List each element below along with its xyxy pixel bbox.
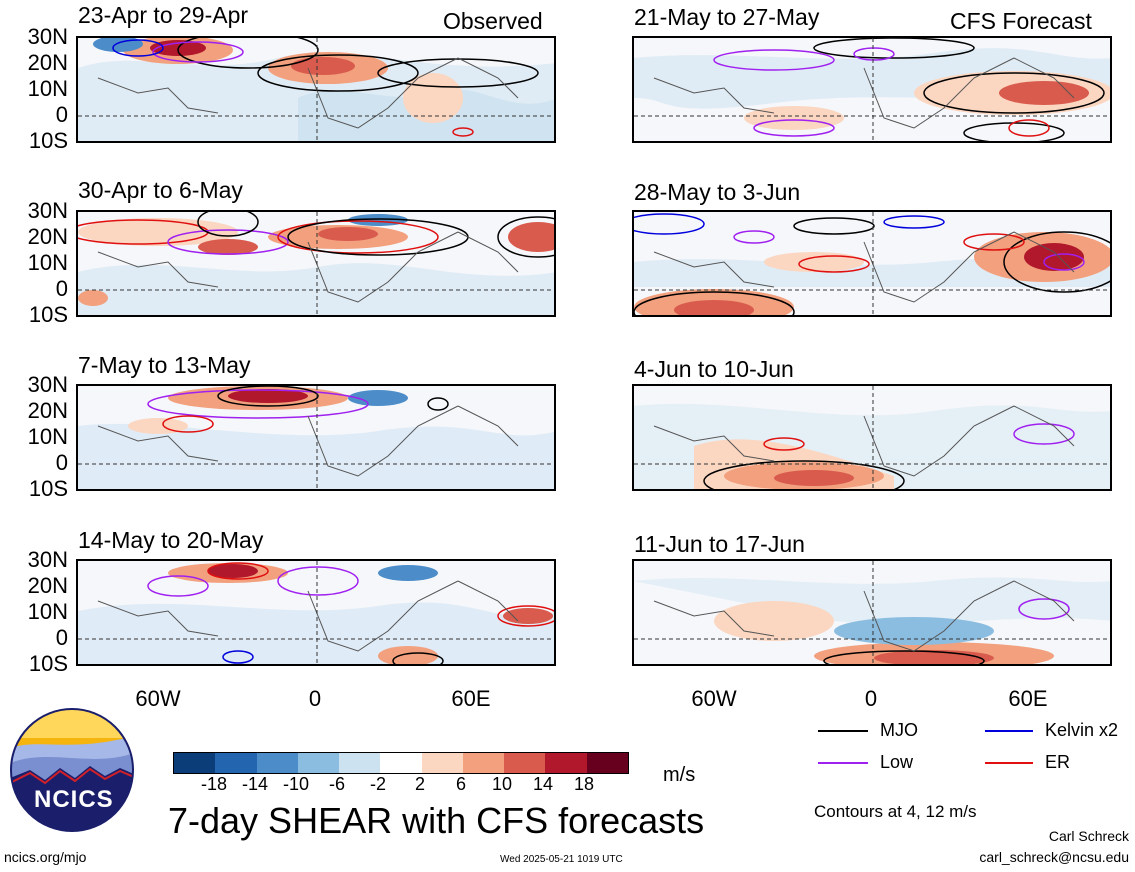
colorbar-label: -10 — [282, 774, 309, 794]
footer-url: ncics.org/mjo — [4, 849, 87, 865]
colorbar-swatch — [421, 753, 463, 773]
map-panel-fc2 — [632, 210, 1112, 317]
legend-line-kelvin — [985, 730, 1033, 732]
footer-email: carl_schreck@ncsu.edu — [979, 849, 1129, 865]
colorbar-swatch — [586, 753, 628, 773]
map-panel-fc4 — [632, 559, 1112, 666]
colorbar-label: -2 — [369, 774, 386, 794]
y-label: 30N — [27, 372, 68, 397]
panel-title-obs2: 30-Apr to 6-May — [78, 177, 243, 203]
x-label: 60E — [451, 686, 491, 711]
panel-title-fc1: 21-May to 27-May — [634, 4, 820, 30]
map-panel-obs2 — [76, 210, 556, 317]
x-label: 60W — [691, 686, 737, 711]
y-label: 0 — [55, 625, 68, 650]
x-label: 0 — [308, 686, 322, 711]
contour-note: Contours at 4, 12 m/s — [814, 802, 977, 821]
y-label: 10N — [27, 250, 68, 275]
y-label: 20N — [27, 224, 68, 249]
colorbar-label: 10 — [491, 774, 513, 794]
colorbar-swatch — [545, 753, 587, 773]
colorbar-swatch — [339, 753, 381, 773]
y-label: 10S — [28, 651, 68, 676]
colorbar-unit: m/s — [663, 764, 696, 786]
main-title: 7-day SHEAR with CFS forecasts — [168, 800, 705, 841]
legend-label-low: Low — [880, 752, 914, 772]
logo-text: NCICS — [34, 786, 114, 813]
colorbar-label: 6 — [455, 774, 466, 794]
colorbar-swatch — [297, 753, 340, 773]
y-label: 10S — [28, 476, 68, 501]
panel-title-obs3: 7-May to 13-May — [78, 352, 251, 378]
map-panel-fc1 — [632, 36, 1112, 143]
map-panel-obs1 — [76, 36, 556, 143]
colorbar — [173, 752, 629, 774]
y-label: 20N — [27, 398, 68, 423]
legend-label-mjo: MJO — [880, 720, 918, 740]
colorbar-swatch — [380, 753, 422, 773]
colorbar-label: 18 — [573, 774, 595, 794]
y-label: 0 — [55, 450, 68, 475]
y-label: 0 — [55, 102, 68, 127]
colorbar-swatch — [462, 753, 505, 773]
x-label: 0 — [864, 686, 878, 711]
map-panel-fc3 — [632, 384, 1112, 491]
map-panel-obs3 — [76, 384, 556, 491]
panel-title-fc2: 28-May to 3-Jun — [634, 179, 801, 205]
map-panel-obs4 — [76, 559, 556, 666]
y-label: 10S — [28, 302, 68, 327]
y-label: 10S — [28, 128, 68, 153]
y-label: 20N — [27, 573, 68, 598]
y-label: 30N — [27, 198, 68, 223]
y-label: 10N — [27, 424, 68, 449]
y-label: 20N — [27, 50, 68, 75]
colorbar-swatch — [504, 753, 546, 773]
footer-author: Carl Schreck — [1048, 828, 1129, 844]
colorbar-label: -6 — [328, 774, 345, 794]
legend-line-er — [985, 762, 1033, 764]
y-label: 30N — [27, 24, 68, 49]
panel-title-fc4: 11-Jun to 17-Jun — [634, 531, 805, 557]
colorbar-swatch — [174, 753, 216, 773]
legend-line-mjo — [818, 730, 868, 732]
legend-label-er: ER — [1045, 752, 1071, 772]
colorbar-swatch — [256, 753, 298, 773]
colorbar-swatch — [215, 753, 257, 773]
x-label: 60E — [1008, 686, 1048, 711]
forecast-tag: CFS Forecast — [950, 8, 1092, 34]
ncics-logo — [10, 708, 134, 832]
colorbar-label: 14 — [532, 774, 554, 794]
footer-timestamp: Wed 2025-05-21 1019 UTC — [500, 854, 623, 865]
panel-title-fc3: 4-Jun to 10-Jun — [634, 356, 794, 382]
panel-title-obs4: 14-May to 20-May — [78, 527, 264, 553]
x-label: 60W — [135, 686, 181, 711]
y-label: 10N — [27, 599, 68, 624]
y-label: 0 — [55, 276, 68, 301]
panel-title-obs1: 23-Apr to 29-Apr — [78, 2, 249, 28]
y-label: 10N — [27, 76, 68, 101]
colorbar-label: -18 — [200, 774, 227, 794]
legend-label-kelvin: Kelvin x2 — [1045, 720, 1119, 740]
colorbar-label: 2 — [414, 774, 425, 794]
legend-line-low — [818, 762, 868, 764]
colorbar-label: -14 — [241, 774, 268, 794]
y-label: 30N — [27, 547, 68, 572]
observed-tag: Observed — [443, 8, 543, 34]
